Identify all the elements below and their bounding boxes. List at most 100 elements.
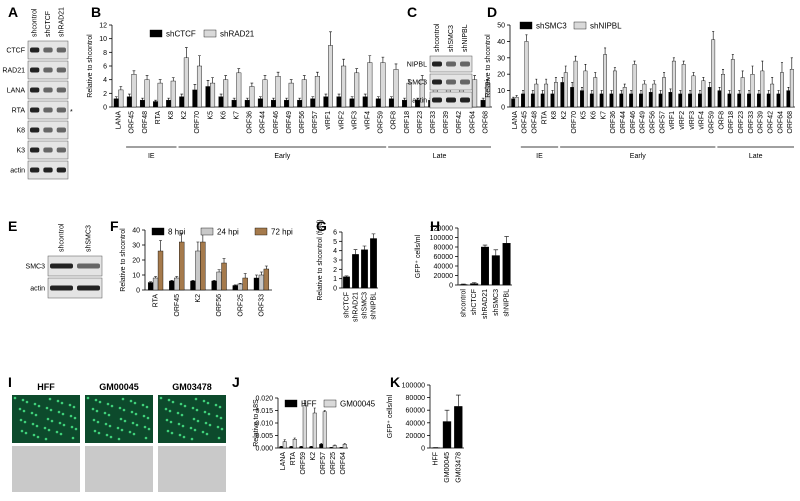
cell <box>47 418 50 421</box>
error-bar <box>395 64 398 69</box>
error-bar <box>758 91 760 94</box>
x-tick-label: ORF33 <box>748 111 755 134</box>
row-label: RAD21 <box>2 68 25 75</box>
legend-swatch <box>204 30 216 37</box>
bar <box>258 99 263 107</box>
cell <box>121 429 124 432</box>
blot-band <box>43 68 52 73</box>
y-tick-label: 60000 <box>434 254 454 261</box>
error-bar <box>643 81 645 84</box>
error-bar <box>207 80 210 86</box>
row-label: K8 <box>16 128 25 135</box>
bar <box>212 281 217 290</box>
cell <box>20 419 23 422</box>
image-label: HFF <box>37 382 55 392</box>
error-bar <box>781 63 783 73</box>
lane-label: shNIPBL <box>462 24 469 52</box>
bar <box>197 66 202 107</box>
cell <box>97 421 100 424</box>
blot-band <box>43 108 52 113</box>
bar <box>662 77 665 107</box>
error-bar <box>194 84 197 89</box>
bar <box>649 92 652 107</box>
error-bar <box>532 91 534 94</box>
error-bar <box>119 87 122 90</box>
error-bar <box>316 72 319 76</box>
x-tick-label: shCTCF <box>471 289 478 315</box>
cell <box>21 430 24 433</box>
bar <box>169 281 174 290</box>
cell <box>109 425 112 428</box>
cell <box>119 407 122 410</box>
bar <box>481 247 489 285</box>
cell <box>207 402 210 405</box>
error-bar <box>555 77 557 82</box>
bar <box>679 94 682 107</box>
error-bar <box>663 73 665 78</box>
error-bar <box>522 91 524 94</box>
cell <box>218 437 221 440</box>
error-bar <box>342 59 345 66</box>
bar <box>669 92 672 107</box>
bar <box>521 94 524 107</box>
x-tick-label: shNIPBL <box>504 289 511 317</box>
bar <box>492 256 500 285</box>
cell <box>106 434 109 437</box>
bar <box>174 278 179 290</box>
legend-label: shRAD21 <box>220 30 255 39</box>
bar <box>232 100 237 107</box>
bar <box>171 81 176 107</box>
x-tick-label: ORF56 <box>299 111 306 134</box>
bar <box>787 91 790 107</box>
error-bar <box>133 71 136 74</box>
bar <box>738 94 741 107</box>
bar <box>263 80 268 107</box>
cell <box>35 414 38 417</box>
bar <box>470 284 478 285</box>
bar <box>394 69 399 107</box>
x-tick-label: ORF59 <box>378 111 385 134</box>
cell <box>95 399 98 402</box>
y-tick-label: 30 <box>497 55 505 62</box>
cell <box>181 414 184 417</box>
y-tick-label: 0 <box>421 446 425 453</box>
error-bar <box>787 87 789 90</box>
cell <box>167 430 170 433</box>
error-bar <box>791 58 793 69</box>
error-bar <box>456 395 461 406</box>
cell <box>51 420 54 423</box>
x-tick-label: ORF8 <box>718 111 725 130</box>
cell <box>133 433 136 436</box>
blot-band <box>57 68 66 73</box>
cell <box>197 420 200 423</box>
error-bar <box>277 72 280 76</box>
error-bar <box>311 97 314 99</box>
error-bar <box>473 76 476 80</box>
bar <box>238 284 243 290</box>
cell <box>48 429 51 432</box>
bar <box>780 73 783 107</box>
bar <box>361 250 367 288</box>
bar <box>320 444 324 448</box>
x-tick-label: vIRF2 <box>679 111 686 130</box>
blot-band <box>57 48 66 53</box>
error-bar <box>732 55 734 60</box>
cell <box>44 427 47 430</box>
bar <box>511 99 514 107</box>
panel-letter: J <box>232 374 240 390</box>
error-bar <box>146 76 149 80</box>
y-axis-label: GFP⁺ cells/ml <box>415 234 422 278</box>
blot-band <box>30 88 39 93</box>
error-bar <box>382 57 385 62</box>
x-tick-label: ORF48 <box>532 111 539 134</box>
y-tick-label: 80000 <box>406 395 426 402</box>
error-bar <box>244 274 247 279</box>
x-tick-label: ORF18 <box>728 111 735 134</box>
x-tick-label: ORF42 <box>767 111 774 134</box>
y-axis-label: Relative to shcontrol <box>120 228 127 292</box>
bar <box>217 272 222 290</box>
error-bar <box>669 89 671 92</box>
y-tick-label: 0 <box>136 288 140 295</box>
x-tick-label: vIRF4 <box>699 111 706 130</box>
legend-swatch <box>324 400 336 407</box>
